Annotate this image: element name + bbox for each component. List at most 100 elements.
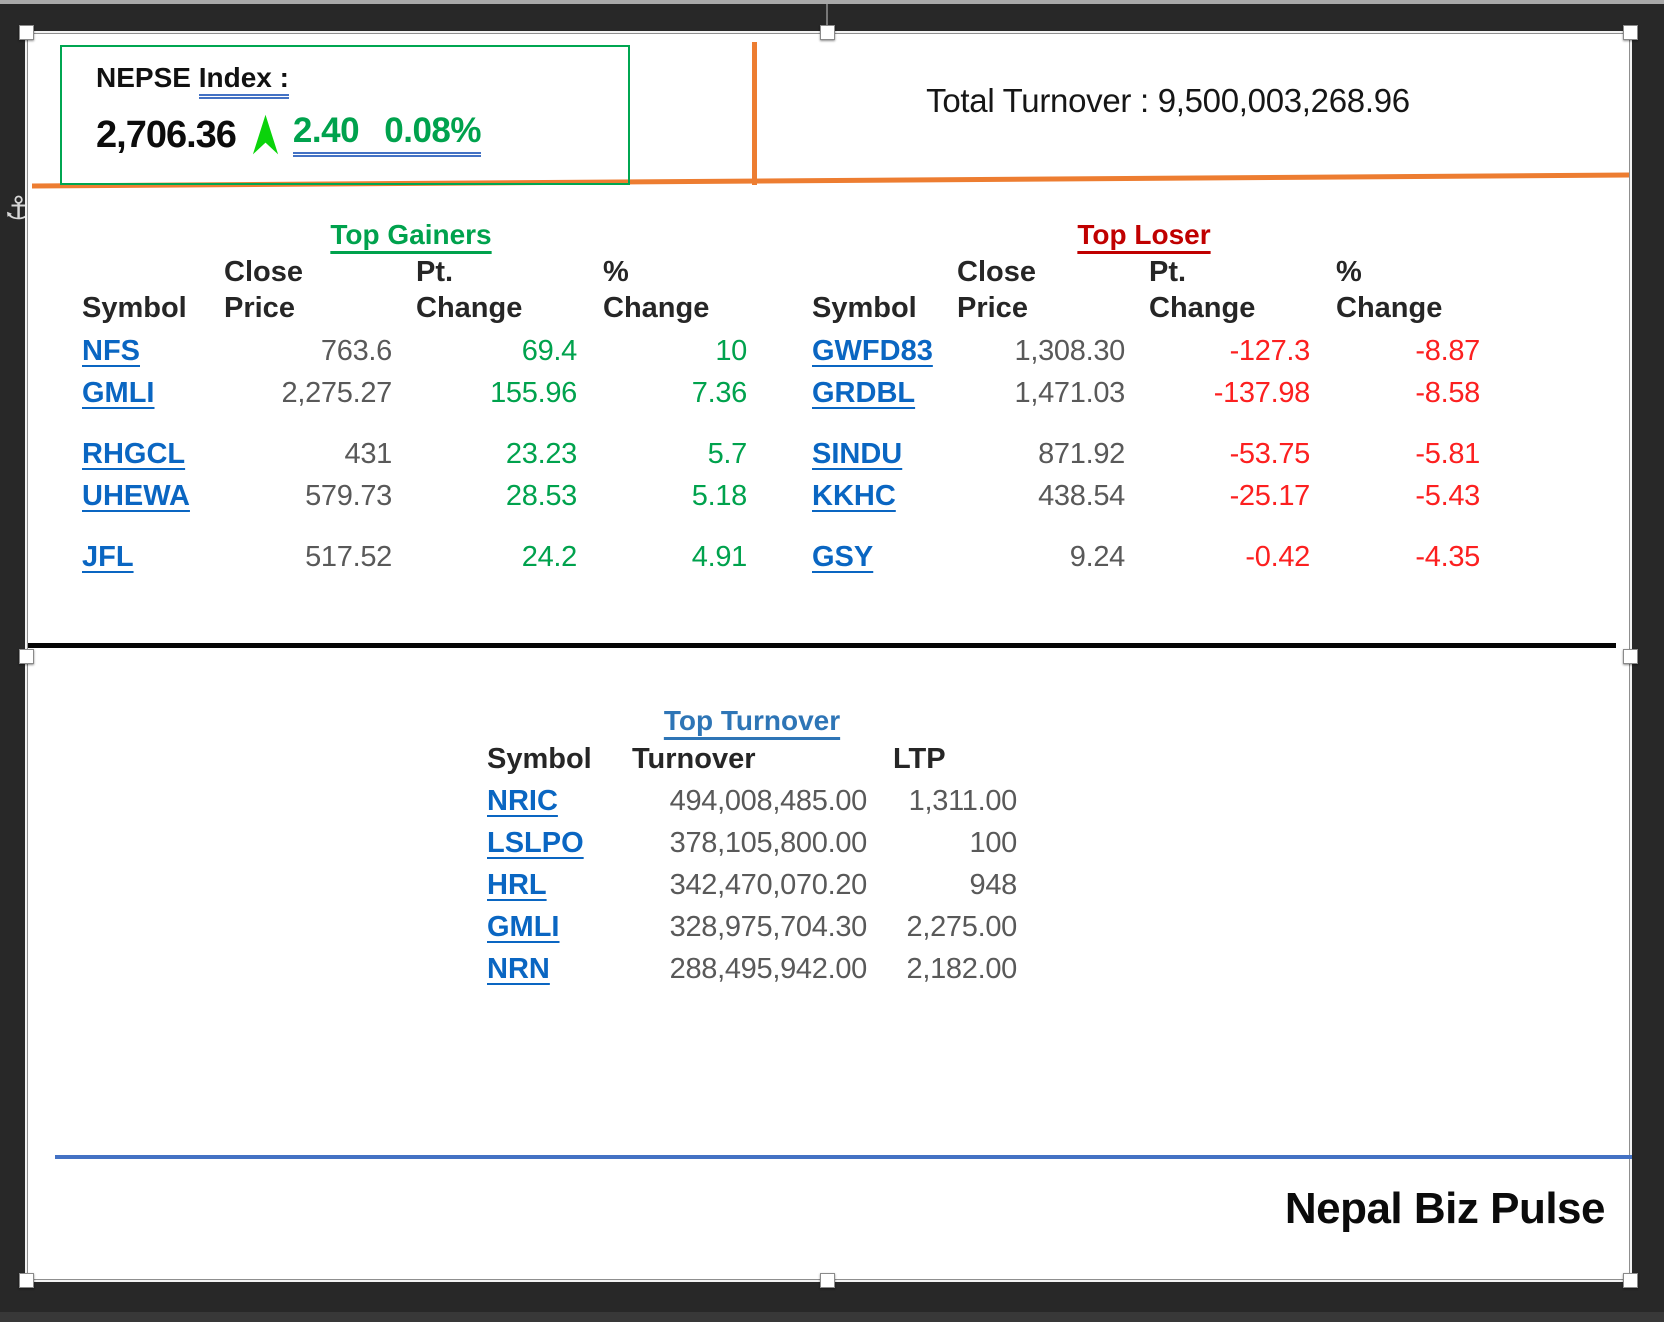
pct-change: 10 (715, 334, 747, 367)
up-arrow-icon (252, 115, 279, 155)
nepse-index-label: NEPSE Index : (96, 59, 628, 100)
ltp-value: 2,275.00 (906, 910, 1018, 943)
blue-horizontal-divider (55, 1155, 1632, 1159)
ltp-value: 100 (969, 826, 1018, 859)
table-header: Symbol Turnover LTP (487, 743, 946, 775)
brand-name: Nepal Biz Pulse (1284, 1184, 1606, 1233)
close-price: 1,308.30 (1014, 334, 1126, 367)
close-price: 9.24 (1069, 540, 1126, 573)
symbol-link[interactable]: GMLI (487, 910, 560, 943)
symbol-link[interactable]: SINDU (812, 437, 903, 470)
pt-change: -53.75 (1229, 437, 1311, 470)
table-row: NRN 288,495,942.00 2,182.00 (487, 948, 1017, 990)
pt-change: -25.17 (1229, 479, 1311, 512)
selection-handle-top-right[interactable] (1623, 25, 1638, 40)
symbol-link[interactable]: NRN (487, 952, 550, 985)
turnover-value: 328,975,704.30 (669, 910, 868, 943)
top-losers-table: Top Loser Symbol Close Price Pt. Change % C… (808, 218, 1480, 578)
symbol-link[interactable]: GWFD83 (812, 334, 933, 367)
table-row: NFS 763.6 69.4 10 (75, 330, 747, 372)
pct-change: 7.36 (691, 376, 748, 409)
close-price: 438.54 (1038, 479, 1125, 512)
close-price: 579.73 (305, 479, 392, 512)
selection-handle-bottom-left[interactable] (19, 1273, 34, 1288)
pct-change: -8.87 (1415, 334, 1480, 367)
total-turnover-label: Total Turnover : (926, 82, 1149, 119)
top-gainers-title: Top Gainers (330, 219, 492, 250)
symbol-link[interactable]: UHEWA (82, 479, 190, 512)
nepse-change: 2.40 0.08% (292, 111, 482, 158)
top-losers-title: Top Loser (1077, 219, 1211, 250)
symbol-link[interactable]: GSY (812, 540, 874, 573)
table-row: GMLI 2,275.27 155.96 7.36 (75, 372, 747, 414)
total-turnover: Total Turnover : 9,500,003,268.96 (788, 80, 1548, 122)
close-price: 2,275.27 (281, 376, 393, 409)
table-row: NRIC 494,008,485.00 1,311.00 (487, 780, 1017, 822)
nepse-percent-change: 0.08% (384, 111, 482, 151)
pt-change: 24.2 (521, 540, 578, 573)
turnover-value: 342,470,070.20 (669, 868, 868, 901)
table-row: HRL 342,470,070.20 948 (487, 864, 1017, 906)
pct-change: 4.91 (691, 540, 748, 573)
close-price: 517.52 (305, 540, 392, 573)
pct-change: -5.43 (1415, 479, 1480, 512)
pt-change: -137.98 (1213, 376, 1311, 409)
pt-change: 69.4 (521, 334, 578, 367)
report-canvas: NEPSE Index : 2,706.36 2.40 0.08% Total … (27, 33, 1632, 1280)
table-row: GMLI 328,975,704.30 2,275.00 (487, 906, 1017, 948)
symbol-link[interactable]: HRL (487, 868, 547, 901)
table-row: LSLPO 378,105,800.00 100 (487, 822, 1017, 864)
pt-change: -127.3 (1229, 334, 1311, 367)
close-price: 871.92 (1038, 437, 1125, 470)
symbol-link[interactable]: LSLPO (487, 826, 584, 859)
pct-change: 5.7 (707, 437, 748, 470)
pt-change: 23.23 (505, 437, 577, 470)
table-row: SINDU 871.92 -53.75 -5.81 (808, 433, 1480, 475)
total-turnover-value: 9,500,003,268.96 (1157, 82, 1410, 119)
selection-handle-bottom-right[interactable] (1623, 1273, 1638, 1288)
window-bottom-edge (0, 1312, 1664, 1322)
close-price: 431 (344, 437, 393, 470)
turnover-value: 288,495,942.00 (669, 952, 868, 985)
turnover-value: 378,105,800.00 (669, 826, 868, 859)
pt-change: 28.53 (505, 479, 577, 512)
ltp-value: 948 (969, 868, 1018, 901)
symbol-link[interactable]: JFL (82, 540, 134, 573)
pt-change: 155.96 (490, 376, 577, 409)
symbol-link[interactable]: KKHC (812, 479, 896, 512)
selection-handle-top-middle[interactable] (820, 25, 835, 40)
pct-change: -5.81 (1415, 437, 1480, 470)
selection-handle-top-left[interactable] (19, 25, 34, 40)
table-row: UHEWA 579.73 28.53 5.18 (75, 475, 747, 517)
selection-handle-bottom-middle[interactable] (820, 1273, 835, 1288)
symbol-link[interactable]: NFS (82, 334, 140, 367)
nepse-index-card: NEPSE Index : 2,706.36 2.40 0.08% (60, 45, 630, 185)
table-row: KKHC 438.54 -25.17 -5.43 (808, 475, 1480, 517)
pct-change: -8.58 (1415, 376, 1480, 409)
table-row: GWFD83 1,308.30 -127.3 -8.87 (808, 330, 1480, 372)
orange-vertical-divider (752, 42, 757, 185)
top-turnover-table: Top Turnover Symbol Turnover LTP NRIC 49… (487, 704, 1017, 990)
table-row: JFL 517.52 24.2 4.91 (75, 536, 747, 578)
table-header: Symbol Close Price Pt. Change % Change (82, 256, 710, 324)
symbol-link[interactable]: GRDBL (812, 376, 916, 409)
table-row: GSY 9.24 -0.42 -4.35 (808, 536, 1480, 578)
ltp-value: 1,311.00 (908, 784, 1018, 817)
nepse-label-underlined: Index : (198, 63, 289, 100)
selection-handle-middle-right[interactable] (1623, 649, 1638, 664)
rotation-handle-stem (826, 4, 828, 28)
symbol-link[interactable]: NRIC (487, 784, 558, 817)
selection-handle-middle-left[interactable] (19, 649, 34, 664)
nepse-index-value: 2,706.36 (96, 113, 237, 156)
top-gainers-table: Top Gainers Symbol Close Price Pt. Change … (75, 218, 747, 578)
nepse-label: NEPSE (96, 62, 191, 93)
symbol-link[interactable]: RHGCL (82, 437, 186, 470)
turnover-value: 494,008,485.00 (669, 784, 868, 817)
table-row: RHGCL 431 23.23 5.7 (75, 433, 747, 475)
table-row: GRDBL 1,471.03 -137.98 -8.58 (808, 372, 1480, 414)
pct-change: -4.35 (1415, 540, 1480, 573)
symbol-link[interactable]: GMLI (82, 376, 155, 409)
black-horizontal-divider (28, 643, 1616, 648)
table-header: Symbol Close Price Pt. Change % Change (812, 256, 1443, 324)
